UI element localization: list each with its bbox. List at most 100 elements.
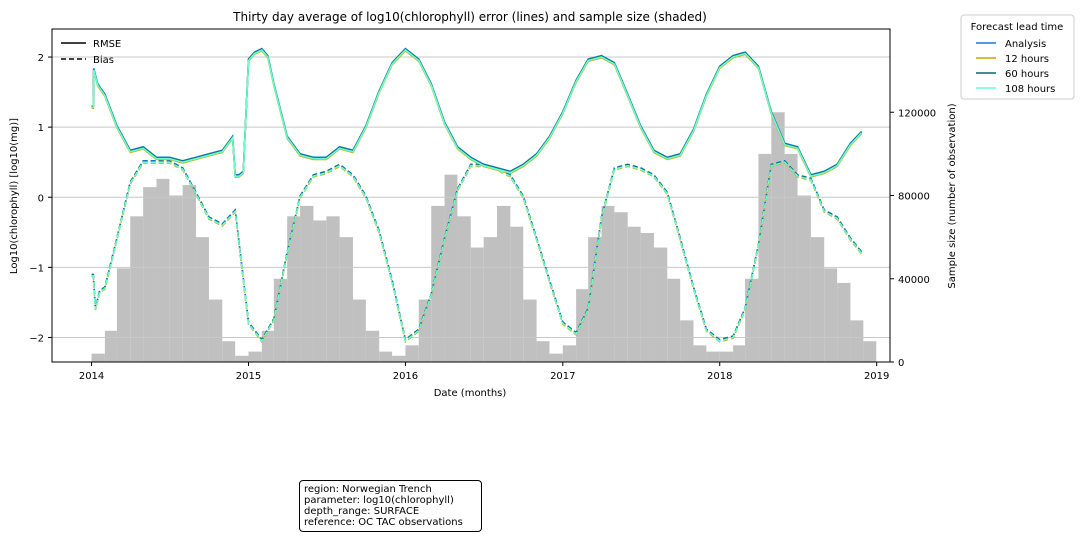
bias-line-108h xyxy=(91,161,863,343)
sample-bar xyxy=(169,195,183,362)
rmse-line-108h xyxy=(91,48,863,178)
y2-tick-label: 40000 xyxy=(898,275,930,286)
sample-bar xyxy=(352,299,366,362)
sample-bar xyxy=(667,278,681,362)
sample-bar xyxy=(196,237,209,362)
sample-bar xyxy=(116,268,131,362)
sample-bar xyxy=(784,153,798,362)
metadata-depth-range: depth_range: SURFACE xyxy=(304,506,420,517)
y-tick-label: −1 xyxy=(29,263,44,274)
y2-tick-label: 0 xyxy=(898,358,904,369)
sample-bar xyxy=(653,247,668,362)
sample-bar xyxy=(588,237,602,362)
sample-bar xyxy=(91,353,105,362)
x-tick-label: 2015 xyxy=(236,371,261,382)
legend-60h-label: 60 hours xyxy=(1005,69,1049,80)
sample-bar xyxy=(863,341,877,362)
sample-bar xyxy=(261,330,274,362)
sample-bar xyxy=(273,278,288,362)
y-axis-ticks: 2 1 0 −1 −2 xyxy=(29,53,52,344)
sample-bar xyxy=(300,205,314,362)
sample-bar xyxy=(523,299,537,362)
sample-bar xyxy=(431,205,445,362)
y-axis-label: Log10(chlorophyll) [log10(mg)] xyxy=(9,118,20,274)
sample-bar xyxy=(235,355,249,362)
y-tick-label: 2 xyxy=(38,53,44,64)
legend-analysis-label: Analysis xyxy=(1005,39,1046,50)
sample-bar xyxy=(680,320,694,362)
sample-bar xyxy=(339,237,353,362)
sample-bar xyxy=(143,187,157,362)
x-tick-label: 2019 xyxy=(864,371,889,382)
x-tick-label: 2018 xyxy=(707,371,732,382)
sample-bar xyxy=(418,299,432,362)
sample-bar xyxy=(549,353,563,362)
sample-bar xyxy=(706,351,720,362)
sample-bar xyxy=(444,174,458,362)
y-tick-label: −2 xyxy=(29,333,44,344)
sample-bar xyxy=(365,330,380,362)
metadata-box: region: Norwegian Trench parameter: log1… xyxy=(299,480,482,532)
style-legend: RMSE Bias xyxy=(61,39,121,66)
lead-legend-frame xyxy=(960,14,1075,100)
sample-bar xyxy=(313,220,327,362)
x-tick-label: 2017 xyxy=(550,371,575,382)
legend-108h-label: 108 hours xyxy=(1005,84,1055,95)
y2-tick-label: 80000 xyxy=(898,192,930,203)
x-axis-label: Date (months) xyxy=(434,388,507,399)
sample-bar xyxy=(483,237,498,362)
sample-bar xyxy=(640,232,654,362)
sample-bar xyxy=(222,341,236,362)
sample-bar xyxy=(601,205,615,362)
sample-size-bars xyxy=(91,112,877,362)
error-lines xyxy=(91,47,863,344)
sample-bar xyxy=(497,205,511,362)
sample-bar xyxy=(326,216,340,362)
gridlines xyxy=(52,56,890,338)
lead-time-legend: Forecast lead time Analysis 12 hours 60 … xyxy=(960,14,1075,100)
y2-tick-label: 120000 xyxy=(898,108,936,119)
legend-bias-label: Bias xyxy=(93,55,114,66)
sample-bar xyxy=(719,351,734,362)
x-tick-label: 2016 xyxy=(393,371,418,382)
sample-bar xyxy=(576,289,589,362)
x-axis-ticks: 2014 2015 2016 2017 2018 2019 xyxy=(79,362,889,382)
sample-bar xyxy=(392,355,406,362)
sample-bar xyxy=(758,153,772,362)
lead-legend-title: Forecast lead time xyxy=(971,22,1064,33)
sample-bar xyxy=(810,237,825,362)
sample-bar xyxy=(405,345,419,362)
sample-bar xyxy=(130,216,144,362)
y2-axis-label: Sample size (number of observation) xyxy=(947,103,958,288)
chart-title: Thirty day average of log10(chlorophyll)… xyxy=(232,10,707,24)
y-tick-label: 0 xyxy=(38,193,44,204)
metadata-region: region: Norwegian Trench xyxy=(304,484,432,495)
sample-bar xyxy=(627,226,641,362)
x-tick-label: 2014 xyxy=(79,371,104,382)
sample-bar xyxy=(156,178,170,362)
sample-bar xyxy=(470,247,484,362)
metadata-reference: reference: OC TAC observations xyxy=(304,517,463,528)
sample-bar xyxy=(733,345,746,362)
sample-bar xyxy=(510,226,524,362)
sample-bar xyxy=(457,216,471,362)
sample-bar xyxy=(287,216,301,362)
y2-axis-ticks: 120000 80000 40000 0 xyxy=(890,108,936,369)
sample-bar xyxy=(614,212,628,362)
sample-bar xyxy=(379,351,393,362)
sample-bar xyxy=(771,112,785,362)
sample-bar xyxy=(824,268,838,362)
sample-bar xyxy=(536,341,550,362)
sample-bar xyxy=(837,282,851,362)
sample-bar xyxy=(208,299,223,362)
sample-bar xyxy=(797,195,811,362)
sample-bar xyxy=(562,345,577,362)
sample-bar xyxy=(182,185,197,362)
sample-bar xyxy=(248,351,262,362)
legend-12h-label: 12 hours xyxy=(1005,54,1049,65)
legend-rmse-label: RMSE xyxy=(93,39,121,50)
sample-bar xyxy=(850,320,864,362)
sample-bar xyxy=(745,278,759,362)
sample-bar xyxy=(693,345,707,362)
